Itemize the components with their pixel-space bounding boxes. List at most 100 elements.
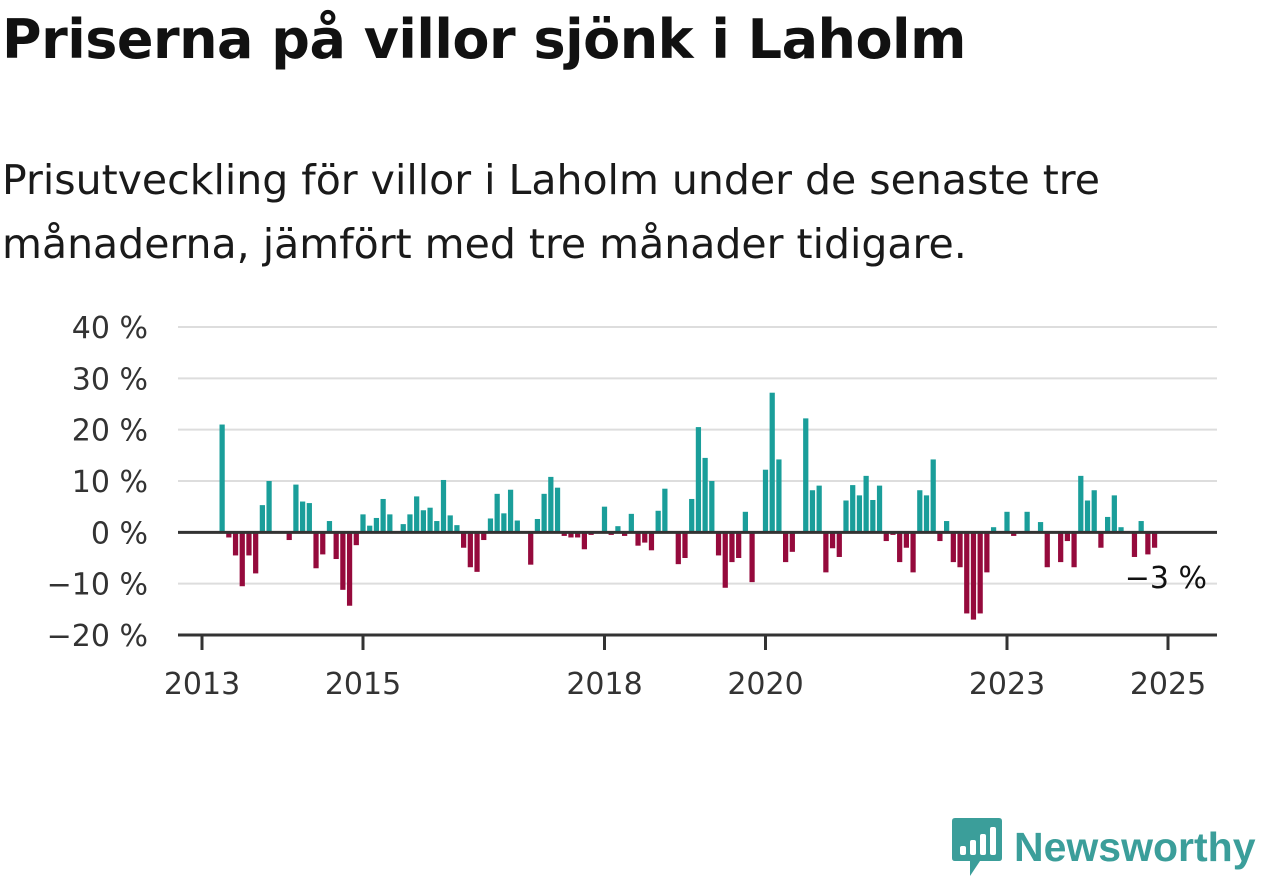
- bar: [300, 501, 306, 533]
- bar: [816, 485, 822, 533]
- bar: [414, 496, 420, 533]
- y-tick-label: −10 %: [47, 568, 148, 603]
- bar: [528, 532, 534, 565]
- bar: [850, 485, 856, 533]
- bar: [863, 475, 869, 533]
- bar: [1058, 532, 1064, 563]
- bar: [326, 521, 333, 533]
- bar: [977, 532, 983, 614]
- bar: [581, 532, 587, 550]
- bar: [514, 520, 520, 533]
- bar: [360, 514, 366, 533]
- bar: [783, 532, 789, 563]
- bar: [554, 487, 561, 533]
- bar: [970, 532, 977, 620]
- chart-title: Priserna på villor sjönk i Laholm: [2, 8, 966, 71]
- bar: [333, 532, 339, 560]
- bar: [407, 514, 413, 533]
- bar: [990, 527, 997, 533]
- bar: [736, 532, 742, 558]
- bar: [749, 532, 755, 583]
- bar: [709, 481, 715, 533]
- bar: [534, 518, 541, 533]
- bar: [856, 495, 863, 533]
- bar: [1105, 516, 1111, 533]
- bar: [628, 513, 634, 533]
- bar: [440, 479, 447, 533]
- bar: [776, 459, 782, 533]
- bar: [702, 457, 708, 533]
- bar: [266, 481, 272, 533]
- bar: [829, 532, 836, 549]
- bars: [219, 392, 1158, 620]
- y-tick-label: 10 %: [72, 465, 148, 500]
- bar: [1064, 532, 1070, 542]
- bar: [507, 489, 514, 533]
- bar: [548, 476, 554, 533]
- bar: [246, 532, 252, 556]
- bar: [1011, 532, 1017, 536]
- bar: [1091, 490, 1097, 533]
- bar: [353, 532, 359, 546]
- y-tick-label: −20 %: [47, 619, 148, 654]
- bar: [729, 532, 735, 563]
- bar: [420, 510, 426, 533]
- bar: [1131, 532, 1138, 557]
- bar: [662, 488, 668, 533]
- bar: [689, 498, 695, 533]
- bar: [259, 505, 265, 533]
- bar: [1098, 532, 1104, 548]
- bar: [1037, 522, 1044, 533]
- bar: [494, 493, 500, 533]
- bar: [253, 532, 259, 574]
- bar: [722, 532, 728, 588]
- x-tick-label: 2025: [1130, 667, 1206, 702]
- newsworthy-brand: Newsworthy: [952, 818, 1256, 876]
- bar: [340, 532, 346, 590]
- bar: [427, 507, 433, 533]
- bar: [836, 532, 842, 557]
- bar: [461, 532, 467, 548]
- bar: [648, 532, 655, 551]
- bar: [1004, 511, 1010, 533]
- bar: [635, 532, 641, 546]
- bar: [622, 532, 628, 536]
- brand-name: Newsworthy: [1014, 823, 1256, 870]
- bar: [917, 490, 923, 533]
- bar: [293, 484, 299, 533]
- bar: [1084, 500, 1091, 533]
- y-tick-label: 40 %: [72, 311, 148, 346]
- bar: [232, 532, 239, 556]
- bar: [373, 517, 380, 533]
- bar: [615, 526, 621, 533]
- bar: [568, 532, 574, 538]
- bar: [789, 532, 795, 552]
- bar: [769, 392, 775, 533]
- x-tick-label: 2023: [969, 667, 1045, 702]
- bar: [642, 532, 648, 543]
- bar: [883, 532, 889, 542]
- bar: [387, 514, 393, 533]
- bar: [655, 510, 661, 533]
- bar: [286, 532, 292, 541]
- bar: [682, 532, 688, 558]
- bar: [561, 532, 567, 536]
- x-tick-label: 2013: [164, 667, 240, 702]
- bar: [487, 518, 494, 533]
- y-tick-label: 0 %: [91, 516, 148, 551]
- bar: [467, 532, 473, 568]
- bar: [601, 506, 608, 533]
- bar: [897, 532, 903, 563]
- bar: [675, 532, 681, 565]
- bar: [809, 490, 816, 533]
- bar: [313, 532, 319, 569]
- bar: [1118, 527, 1124, 533]
- bar: [923, 495, 930, 533]
- bar: [434, 521, 440, 533]
- bar: [937, 532, 943, 542]
- bar: [447, 515, 453, 533]
- bar: [870, 499, 876, 533]
- bar: [481, 532, 487, 541]
- bar: [803, 418, 809, 533]
